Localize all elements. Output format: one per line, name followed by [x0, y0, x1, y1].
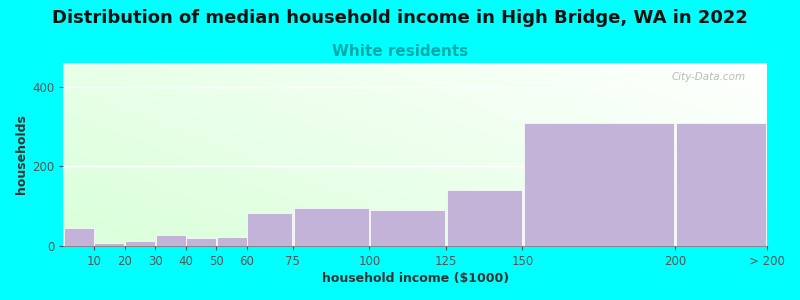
X-axis label: household income ($1000): household income ($1000)	[322, 272, 509, 285]
Bar	[446, 190, 522, 246]
Text: City-Data.com: City-Data.com	[672, 72, 746, 82]
Text: White residents: White residents	[332, 44, 468, 59]
Bar	[94, 243, 124, 246]
Bar	[64, 228, 94, 246]
Bar	[370, 210, 445, 246]
Y-axis label: households: households	[15, 115, 28, 194]
Bar	[155, 235, 186, 246]
Bar	[294, 208, 369, 246]
Bar	[247, 213, 293, 246]
Text: Distribution of median household income in High Bridge, WA in 2022: Distribution of median household income …	[52, 9, 748, 27]
Bar	[217, 237, 246, 246]
Bar	[676, 123, 766, 246]
Bar	[186, 238, 216, 246]
Bar	[125, 241, 155, 246]
Bar	[524, 123, 674, 246]
